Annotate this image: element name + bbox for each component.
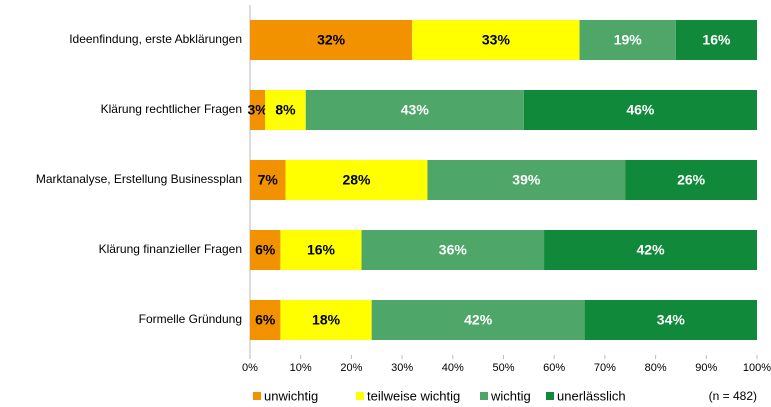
legend-swatch bbox=[356, 392, 364, 400]
data-label: 16% bbox=[702, 32, 731, 48]
legend-label: teilweise wichtig bbox=[367, 388, 460, 403]
bar-segment bbox=[412, 20, 580, 60]
legend-label: unerlässlich bbox=[557, 388, 626, 403]
bar-segment bbox=[579, 20, 676, 60]
bar-segment bbox=[523, 90, 757, 130]
data-label: 43% bbox=[401, 102, 430, 118]
x-tick-label: 70% bbox=[594, 362, 616, 374]
x-tick-label: 60% bbox=[543, 362, 565, 374]
data-label: 7% bbox=[258, 172, 279, 188]
bar-segment bbox=[250, 300, 281, 340]
legend-swatch bbox=[253, 392, 261, 400]
legend-swatch bbox=[480, 392, 488, 400]
bar-segment bbox=[280, 230, 362, 270]
data-label: 32% bbox=[317, 32, 346, 48]
bar-segment bbox=[675, 20, 757, 60]
data-label: 19% bbox=[614, 32, 643, 48]
y-tick-label: Ideenfindung, erste Abklärungen bbox=[69, 32, 242, 46]
data-label: 33% bbox=[482, 32, 511, 48]
y-tick-label: Klärung rechtlicher Fragen bbox=[101, 102, 242, 116]
data-label: 46% bbox=[626, 102, 655, 118]
bar-segment bbox=[250, 160, 286, 200]
bar-segment bbox=[250, 90, 266, 130]
x-tick-label: 0% bbox=[242, 362, 258, 374]
x-tick-label: 80% bbox=[645, 362, 667, 374]
x-tick-label: 40% bbox=[442, 362, 464, 374]
legend-swatch bbox=[546, 392, 554, 400]
data-label: 26% bbox=[677, 172, 706, 188]
data-label: 39% bbox=[512, 172, 541, 188]
bar-segment bbox=[371, 300, 585, 340]
bar-segment bbox=[427, 160, 626, 200]
bar-segment bbox=[285, 160, 428, 200]
data-label: 6% bbox=[255, 242, 276, 258]
bar-segment bbox=[584, 300, 757, 340]
bar-segment bbox=[544, 230, 757, 270]
x-tick-label: 90% bbox=[695, 362, 717, 374]
data-label: 42% bbox=[464, 312, 493, 328]
bar-segment bbox=[280, 300, 372, 340]
x-tick-label: 100% bbox=[743, 362, 771, 374]
bar-segment bbox=[265, 90, 306, 130]
data-label: 8% bbox=[275, 102, 296, 118]
y-tick-label: Klärung finanzieller Fragen bbox=[99, 242, 242, 256]
bar-segment bbox=[250, 20, 413, 60]
x-tick-label: 50% bbox=[492, 362, 514, 374]
data-label: 6% bbox=[255, 312, 276, 328]
data-label: 18% bbox=[312, 312, 341, 328]
legend-label: unwichtig bbox=[264, 388, 318, 403]
bar-segment bbox=[625, 160, 757, 200]
annotation: (n = 482) bbox=[709, 389, 757, 403]
bar-segment bbox=[361, 230, 545, 270]
bar-segment bbox=[250, 230, 281, 270]
x-tick-label: 30% bbox=[391, 362, 413, 374]
data-label: 16% bbox=[307, 242, 336, 258]
data-label: 34% bbox=[657, 312, 686, 328]
bar-segment bbox=[305, 90, 524, 130]
data-label: 42% bbox=[637, 242, 666, 258]
x-tick-label: 20% bbox=[340, 362, 362, 374]
x-tick-label: 10% bbox=[290, 362, 312, 374]
y-tick-label: Marktanalyse, Erstellung Businessplan bbox=[36, 172, 242, 186]
data-label: 36% bbox=[439, 242, 468, 258]
data-label: 28% bbox=[342, 172, 371, 188]
y-tick-label: Formelle Gründung bbox=[139, 312, 242, 326]
legend-label: wichtig bbox=[490, 388, 531, 403]
data-label: 3% bbox=[247, 102, 268, 118]
